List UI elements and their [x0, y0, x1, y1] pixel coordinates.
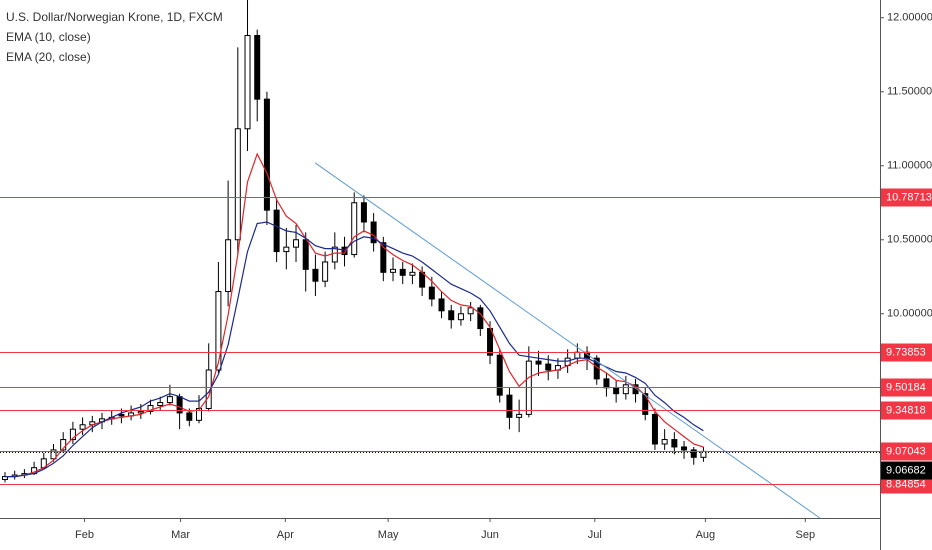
candle-body: [409, 271, 416, 276]
candle-body: [516, 413, 523, 418]
candle-body: [302, 239, 309, 270]
candle-body: [225, 239, 232, 293]
y-tick-label: 11.50000: [887, 86, 932, 98]
candle-body: [661, 439, 668, 445]
candle-body: [681, 446, 688, 451]
candle-body: [137, 410, 144, 414]
y-tick-label: 10.00000: [887, 308, 932, 320]
candle-body: [147, 405, 154, 412]
x-tick-label: May: [378, 529, 399, 541]
candle-body: [244, 35, 251, 130]
candle-body: [331, 246, 338, 263]
x-tick-label: Jun: [481, 529, 499, 541]
candle-body: [477, 307, 484, 330]
x-tick-label: Jul: [588, 529, 602, 541]
x-tick-label: Mar: [171, 529, 190, 541]
candle-body: [283, 246, 290, 253]
y-tick-label: 10.50000: [887, 234, 932, 246]
candle-body: [642, 393, 649, 415]
level-label-box: [881, 475, 932, 494]
candle-body: [457, 313, 464, 321]
candle-body: [651, 413, 658, 445]
candle-body: [438, 298, 445, 312]
candle-body: [448, 310, 455, 321]
level-label: 9.73853: [886, 346, 926, 358]
level-label-box: [881, 378, 932, 397]
x-tick-label: Aug: [696, 529, 716, 541]
candle-body: [506, 394, 513, 418]
x-tick-label: Sep: [796, 529, 816, 541]
candle-body: [215, 291, 222, 371]
candle-body: [263, 98, 270, 211]
level-label-box: [881, 401, 932, 420]
x-tick-label: Apr: [277, 529, 294, 541]
candle-body: [196, 407, 203, 421]
candle-body: [603, 378, 610, 389]
candle-body: [622, 384, 629, 395]
candle-body: [370, 221, 377, 244]
legend-entry: EMA (10, close): [6, 30, 91, 44]
level-label-box: [881, 343, 932, 362]
candle-body: [428, 286, 435, 300]
candle-body: [50, 449, 57, 460]
candle-body: [545, 363, 552, 371]
candle-body: [467, 307, 474, 315]
y-tick-label: 11.00000: [887, 160, 932, 172]
level-label-box: [881, 188, 932, 207]
candle-body: [79, 424, 86, 430]
candle-body: [254, 35, 261, 100]
candle-body: [613, 387, 620, 395]
candle-body: [322, 261, 329, 282]
level-label: 8.84854: [886, 478, 926, 490]
trend-line: [314, 162, 821, 519]
ema-line: [5, 152, 704, 478]
legend-entry: EMA (20, close): [6, 50, 91, 64]
candle-body: [69, 428, 76, 441]
candle-body: [166, 396, 173, 404]
level-label: 9.50184: [886, 381, 926, 393]
candle-body: [390, 268, 397, 273]
candle-body: [671, 439, 678, 448]
candle-body: [351, 202, 358, 256]
level-label: 10.78713: [886, 191, 932, 203]
candle-body: [60, 439, 67, 451]
level-label-box: [881, 442, 932, 461]
candle-body: [1, 476, 8, 481]
candle-body: [293, 239, 300, 248]
ema-line: [5, 221, 704, 478]
candle-body: [574, 351, 581, 359]
level-label: 9.07043: [886, 445, 926, 457]
last-price-box: [881, 461, 932, 480]
candle-body: [312, 268, 319, 282]
candle-body: [234, 128, 241, 241]
level-label: 9.34818: [886, 404, 926, 416]
candle-body: [157, 402, 164, 407]
candle-body: [273, 209, 280, 253]
candle-body: [360, 202, 367, 223]
candle-body: [690, 449, 697, 458]
candle-body: [186, 412, 193, 421]
candle-body: [118, 413, 125, 417]
candle-body: [380, 242, 387, 273]
candle-body: [535, 360, 542, 365]
chart-title: U.S. Dollar/Norwegian Krone, 1D, FXCM: [6, 10, 223, 24]
candle-body: [399, 268, 406, 276]
x-tick-label: Feb: [75, 529, 94, 541]
y-tick-label: 12.00000: [887, 12, 932, 24]
candle-body: [341, 246, 348, 256]
candle-body: [496, 354, 503, 396]
last-price-label: 9.06682: [886, 464, 926, 476]
